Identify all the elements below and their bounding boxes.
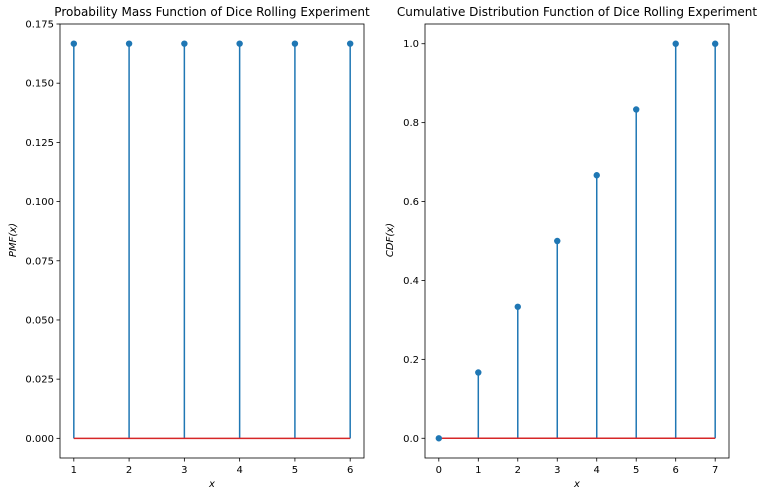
cdf-y-tick-label: 0.8 [403,118,419,129]
cdf-data-point [593,172,600,179]
cdf-x-tick-label: 2 [515,465,521,476]
cdf-data-point [633,106,640,113]
pmf-y-tick-label: 0.075 [25,256,54,267]
pmf-y-tick-label: 0.000 [25,434,54,445]
cdf-data-point [711,40,719,47]
cdf-data-point [672,40,679,47]
cdf-y-tick-label: 0.4 [403,276,419,287]
cdf-x-axis-label: x [573,479,580,490]
cdf-y-tick-label: 1.0 [403,39,419,50]
cdf-x-tick-label: 5 [633,465,639,476]
pmf-x-axis-label: x [208,479,215,490]
pmf-y-axis-label: PMF(x) [8,223,19,257]
pmf-axes-frame [59,23,365,459]
pmf-data-point [181,40,188,47]
pmf-x-tick-label: 6 [347,465,353,476]
pmf-data-point [70,40,78,47]
cdf-x-tick-label: 6 [673,465,679,476]
pmf-y-tick-label: 0.150 [25,79,54,90]
pmf-data-point [236,40,243,47]
cdf-chart: Cumulative Distribution Function of Dice… [385,5,757,490]
cdf-y-tick-label: 0.6 [403,197,419,208]
pmf-plot-area: 1 2 3 4 5 6 0.000 0.025 0.050 0.075 0.100 0.125 0.15… [25,20,365,476]
pmf-y-tick-label: 0.050 [25,315,54,326]
pmf-x-tick-label: 4 [236,465,242,476]
pmf-data-point [125,40,133,47]
pmf-x-tick-label: 2 [126,465,132,476]
cdf-chart-title: Cumulative Distribution Function of Dice… [397,5,758,19]
cdf-data-point [514,303,521,310]
cdf-y-tick-label: 0.0 [403,434,419,445]
pmf-y-tick-label: 0.125 [25,138,54,149]
pmf-x-tick-label: 1 [71,465,77,476]
cdf-x-tick-label: 0 [436,465,442,476]
cdf-axes-frame [424,23,730,459]
cdf-data-point [554,237,561,245]
pmf-data-point [346,40,354,47]
pmf-chart: Probability Mass Function of Dice Rollin… [8,5,370,490]
cdf-y-axis-label: CDF(x) [385,223,396,257]
pmf-y-tick-label: 0.100 [25,197,54,208]
pmf-chart-title: Probability Mass Function of Dice Rollin… [54,5,370,19]
pmf-y-tick-label: 0.175 [25,20,54,31]
pmf-data-point [291,40,299,47]
cdf-x-tick-label: 3 [554,465,560,476]
pmf-x-tick-label: 5 [292,465,298,476]
cdf-data-point [475,369,482,376]
cdf-x-tick-label: 7 [712,465,718,476]
cdf-x-tick-label: 4 [594,465,600,476]
pmf-y-tick-label: 0.025 [25,375,54,386]
cdf-data-point [435,435,443,442]
cdf-plot-area: 0 1 2 3 4 5 6 7 0.0 0.2 0.4 0.6 0.8 1.0 [403,23,730,476]
cdf-y-tick-label: 0.2 [403,355,419,366]
cdf-x-tick-label: 1 [475,465,481,476]
pmf-x-tick-label: 3 [181,465,187,476]
